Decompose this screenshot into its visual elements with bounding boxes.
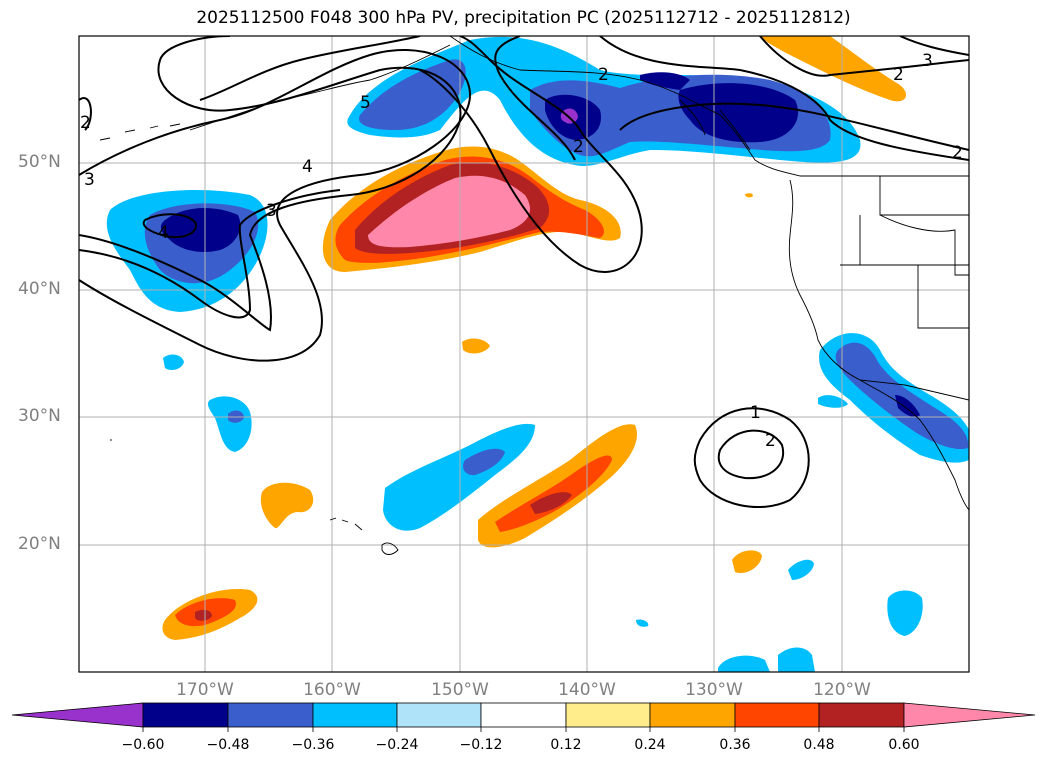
contour-label: 1 <box>750 403 761 423</box>
positive-anomaly-northeast <box>760 36 907 102</box>
colorbar-tick-label: −0.60 <box>121 737 165 753</box>
contour-label: 4 <box>158 223 169 243</box>
longitude-label: 150°W <box>431 680 489 700</box>
small-blob <box>745 193 753 198</box>
longitude-label: 160°W <box>303 680 361 700</box>
colorbar <box>11 702 1036 732</box>
colorbar-tick-label: −0.48 <box>206 737 250 753</box>
longitude-label: 170°W <box>176 680 234 700</box>
colorbar-tick-label: 0.24 <box>634 737 666 753</box>
colorbar-extend-min <box>11 702 144 728</box>
negative-anomaly-west <box>106 190 268 312</box>
contour-label: 3 <box>266 201 277 221</box>
small-blob <box>207 396 252 452</box>
negative-anomaly-california <box>819 333 969 463</box>
colorbar-bin <box>734 702 820 728</box>
colorbar-tick-label: −0.24 <box>375 737 419 753</box>
colorbar-tick-label: 0.60 <box>888 737 920 753</box>
contour-label: 4 <box>302 157 313 177</box>
colorbar-bin <box>480 702 567 728</box>
contour-label: 2 <box>598 65 609 85</box>
positive-anomaly-main <box>322 146 621 272</box>
latitude-label: 50°N <box>18 152 61 172</box>
colorbar-tick-label: 0.12 <box>550 737 582 753</box>
colorbar-tick-label: 0.48 <box>803 737 835 753</box>
gridlines <box>79 36 969 672</box>
colorbar-bin <box>818 702 905 728</box>
colorbar-tick-label: −0.36 <box>291 737 335 753</box>
small-blob <box>163 354 184 370</box>
colorbar-bin <box>565 702 651 728</box>
small-blob <box>818 395 848 408</box>
contour-label: 2 <box>952 143 963 163</box>
colorbar-extend-max <box>903 702 1036 728</box>
contour-label: 2 <box>893 65 904 85</box>
small-blob <box>732 550 762 574</box>
small-blob <box>778 647 815 672</box>
pv-contours <box>79 36 969 508</box>
colorbar-bin <box>312 702 398 728</box>
small-blob <box>887 590 923 636</box>
positive-anomaly-subtropical <box>478 424 638 548</box>
longitude-label: 140°W <box>558 680 616 700</box>
latitude-label: 30°N <box>18 406 61 426</box>
coastlines <box>99 36 969 555</box>
contour-labels: 2 3 4 3 5 2 2 2 3 2 1 2 4 <box>80 51 963 451</box>
small-blob <box>260 482 314 529</box>
negative-anomaly-subtropical <box>383 423 535 531</box>
map-frame <box>78 35 970 673</box>
colorbar-bin <box>396 702 482 728</box>
small-blob <box>636 619 649 627</box>
contour-label: 2 <box>573 137 584 157</box>
contour-label: 2 <box>80 113 91 133</box>
contour-label: 3 <box>922 51 933 71</box>
small-blob <box>462 338 490 354</box>
small-blob <box>718 655 770 672</box>
colorbar-tick-label: 0.36 <box>719 737 751 753</box>
colorbar-bin <box>227 702 314 728</box>
map-title: 2025112500 F048 300 hPa PV, precipitatio… <box>196 8 851 28</box>
contour-label: 2 <box>765 431 776 451</box>
colorbar-bin <box>142 702 229 728</box>
longitude-label: 120°W <box>813 680 871 700</box>
contour-label: 5 <box>360 93 371 113</box>
colorbar-bin <box>649 702 736 728</box>
latitude-label: 20°N <box>18 534 61 554</box>
latitude-label: 40°N <box>18 279 61 299</box>
colorbar-tick-label: −0.12 <box>459 737 503 753</box>
longitude-label: 130°W <box>685 680 743 700</box>
small-blob <box>788 559 814 580</box>
contour-label: 3 <box>84 170 95 190</box>
